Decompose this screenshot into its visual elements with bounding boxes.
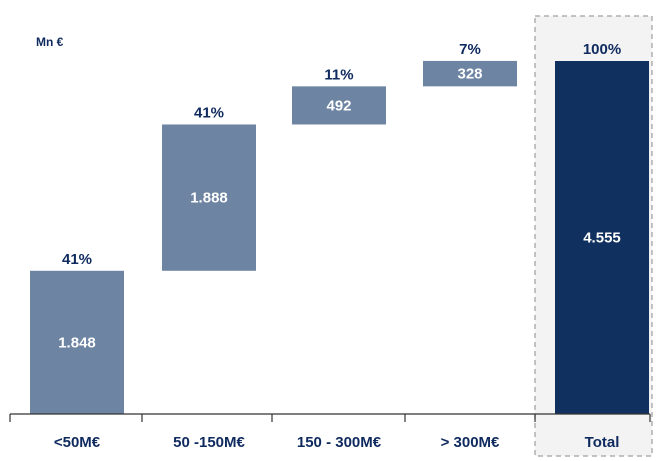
bar-percent-label: 7% [459,41,481,58]
x-tick-label: Total [585,434,620,451]
bar-total [555,61,649,414]
bar-value-label: 328 [457,66,482,83]
unit-label: Mn € [36,35,64,49]
x-tick-label: 50 -150M€ [173,434,245,451]
bar-segment-1 [30,270,124,414]
bar-percent-label: 11% [324,66,353,83]
x-axis: <50M€ 50 -150M€ 150 - 300M€ > 300M€ Total [9,413,651,451]
bar-segment-4 [423,60,517,87]
x-tick-label: 150 - 300M€ [297,434,382,451]
bar-value-label: 492 [326,97,351,114]
x-tick-label: > 300M€ [441,434,500,451]
bar-value-label: 1.848 [58,334,96,351]
bar-segment-2 [162,124,256,271]
bars-group: 1.848 41% 1.888 41% 492 11% 328 7% 4.555 100% [30,41,649,414]
bar-value-label: 4.555 [583,230,621,247]
bar-value-label: 1.888 [190,190,228,207]
bar-percent-label: 100% [583,41,621,58]
bar-segment-3 [292,86,386,125]
bar-percent-label: 41% [62,251,92,268]
x-tick-label: <50M€ [54,434,101,451]
bar-percent-label: 41% [194,104,224,121]
